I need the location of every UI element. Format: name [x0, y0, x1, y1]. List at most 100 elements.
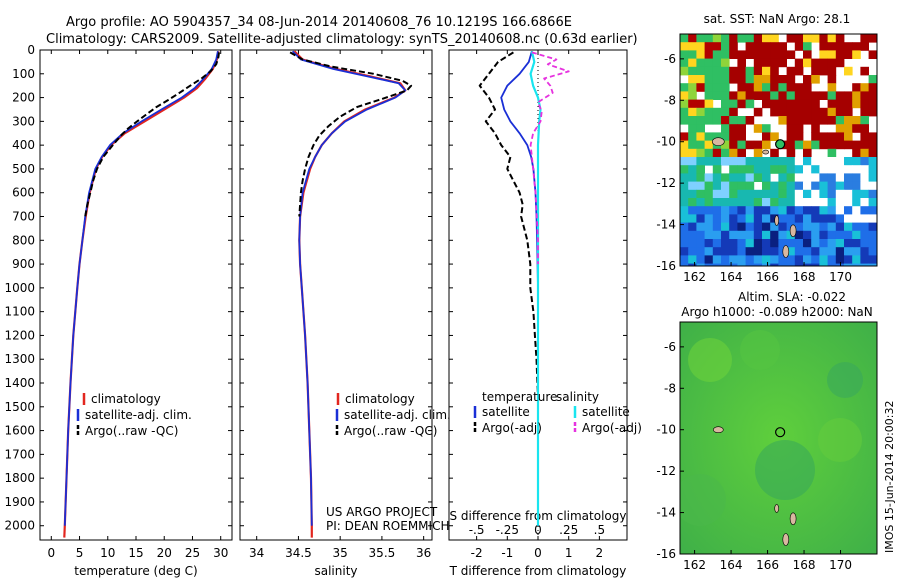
sst-cell — [729, 173, 738, 182]
sst-cell — [753, 263, 763, 266]
sst-cell — [770, 132, 779, 141]
sst-cell — [819, 173, 828, 182]
sst-cell — [704, 58, 714, 68]
sst-cell — [868, 247, 877, 256]
sst-cell — [794, 140, 804, 150]
sst-cell — [860, 173, 869, 182]
sst-cell — [696, 50, 705, 59]
sst-cell — [770, 34, 779, 43]
sst-cell — [876, 83, 877, 92]
sst-cell — [704, 91, 714, 100]
sst-cell — [770, 165, 779, 174]
sst-cell — [868, 230, 877, 240]
sst-cell — [737, 75, 746, 84]
sst-cell — [794, 132, 804, 141]
sst-cell — [819, 116, 828, 125]
sst-cell — [696, 189, 705, 199]
sst-cell — [876, 239, 877, 248]
sst-cell — [721, 239, 730, 248]
sst-cell — [860, 255, 869, 264]
sst-cell — [688, 206, 697, 215]
y-tick-label: 1200 — [4, 328, 35, 342]
y-tick-label: 900 — [12, 257, 35, 271]
sst-cell — [868, 206, 877, 215]
sst-cell — [860, 66, 869, 76]
legend-label: satellite — [482, 405, 530, 419]
sst-cell — [811, 140, 820, 150]
y-tick-label: 200 — [12, 91, 35, 105]
sst-cell — [753, 148, 763, 158]
sst-cell — [696, 157, 705, 166]
y-tick-label: 1500 — [4, 400, 35, 414]
sst-cell — [729, 181, 738, 191]
sst-cell — [770, 206, 779, 215]
sst-cell — [819, 239, 828, 248]
sst-cell — [868, 173, 877, 182]
sst-cell — [811, 66, 820, 76]
y-tick-label: 0 — [27, 43, 35, 57]
sst-cell — [786, 83, 796, 92]
sst-cell — [762, 189, 771, 199]
sst-cell — [712, 165, 722, 174]
sst-cell — [811, 255, 820, 264]
sst-cell — [876, 124, 877, 133]
sst-cell — [803, 173, 812, 182]
sst-cell — [753, 140, 763, 150]
sst-cell — [680, 230, 689, 240]
sst-cell — [868, 239, 877, 248]
sst-cell — [762, 214, 771, 223]
sst-cell — [729, 263, 738, 266]
sst-cell — [786, 206, 796, 215]
sst-cell — [835, 198, 845, 207]
sst-cell — [803, 263, 812, 266]
sst-cell — [721, 83, 730, 92]
sst-cell — [721, 198, 730, 207]
sst-cell — [680, 107, 689, 117]
x-tick-label: 2 — [596, 546, 604, 560]
sst-cell — [827, 58, 837, 68]
sst-cell — [745, 42, 755, 51]
map-y-tick-label: -16 — [656, 547, 676, 561]
sst-cell — [852, 116, 861, 125]
sst-cell — [835, 206, 845, 215]
sst-cell — [753, 34, 763, 43]
sst-cell — [786, 91, 796, 100]
sst-cell — [852, 247, 861, 256]
sst-cell — [852, 263, 861, 266]
sst-map — [680, 34, 877, 266]
sst-cell — [712, 239, 722, 248]
sst-cell — [786, 132, 796, 141]
sst-cell — [876, 198, 877, 207]
sst-cell — [852, 42, 861, 51]
sst-cell — [876, 157, 877, 166]
sst-cell — [868, 222, 877, 232]
sst-cell — [860, 91, 869, 100]
temperature-legend: climatology satellite-adj. clim. Argo(..… — [76, 392, 192, 438]
sst-cell — [729, 124, 738, 133]
sla-map-subtitle: Argo h1000: -0.089 h2000: NaN — [681, 305, 873, 319]
map-x-tick-label: 170 — [829, 558, 852, 572]
sst-cell — [827, 165, 837, 174]
sst-cell — [745, 99, 755, 109]
sst-cell — [688, 91, 697, 100]
sst-cell — [786, 239, 796, 248]
sst-cell — [696, 230, 705, 240]
sst-cell — [770, 255, 779, 264]
sst-cell — [835, 157, 845, 166]
sst-cell — [721, 75, 730, 84]
sst-cell — [876, 75, 877, 84]
x-tick-label: 0 — [47, 546, 55, 560]
sst-cell — [827, 198, 837, 207]
sst-cell — [696, 75, 705, 84]
sst-cell — [721, 91, 730, 100]
sst-cell — [827, 107, 837, 117]
sla-blob — [827, 362, 863, 398]
sst-cell — [860, 206, 869, 215]
sst-cell — [876, 66, 877, 76]
sst-cell — [835, 91, 845, 100]
sst-cell — [696, 198, 705, 207]
sst-cell — [737, 239, 746, 248]
y-tick-label: 500 — [12, 162, 35, 176]
sst-cell — [688, 42, 697, 51]
sst-cell — [852, 173, 861, 182]
